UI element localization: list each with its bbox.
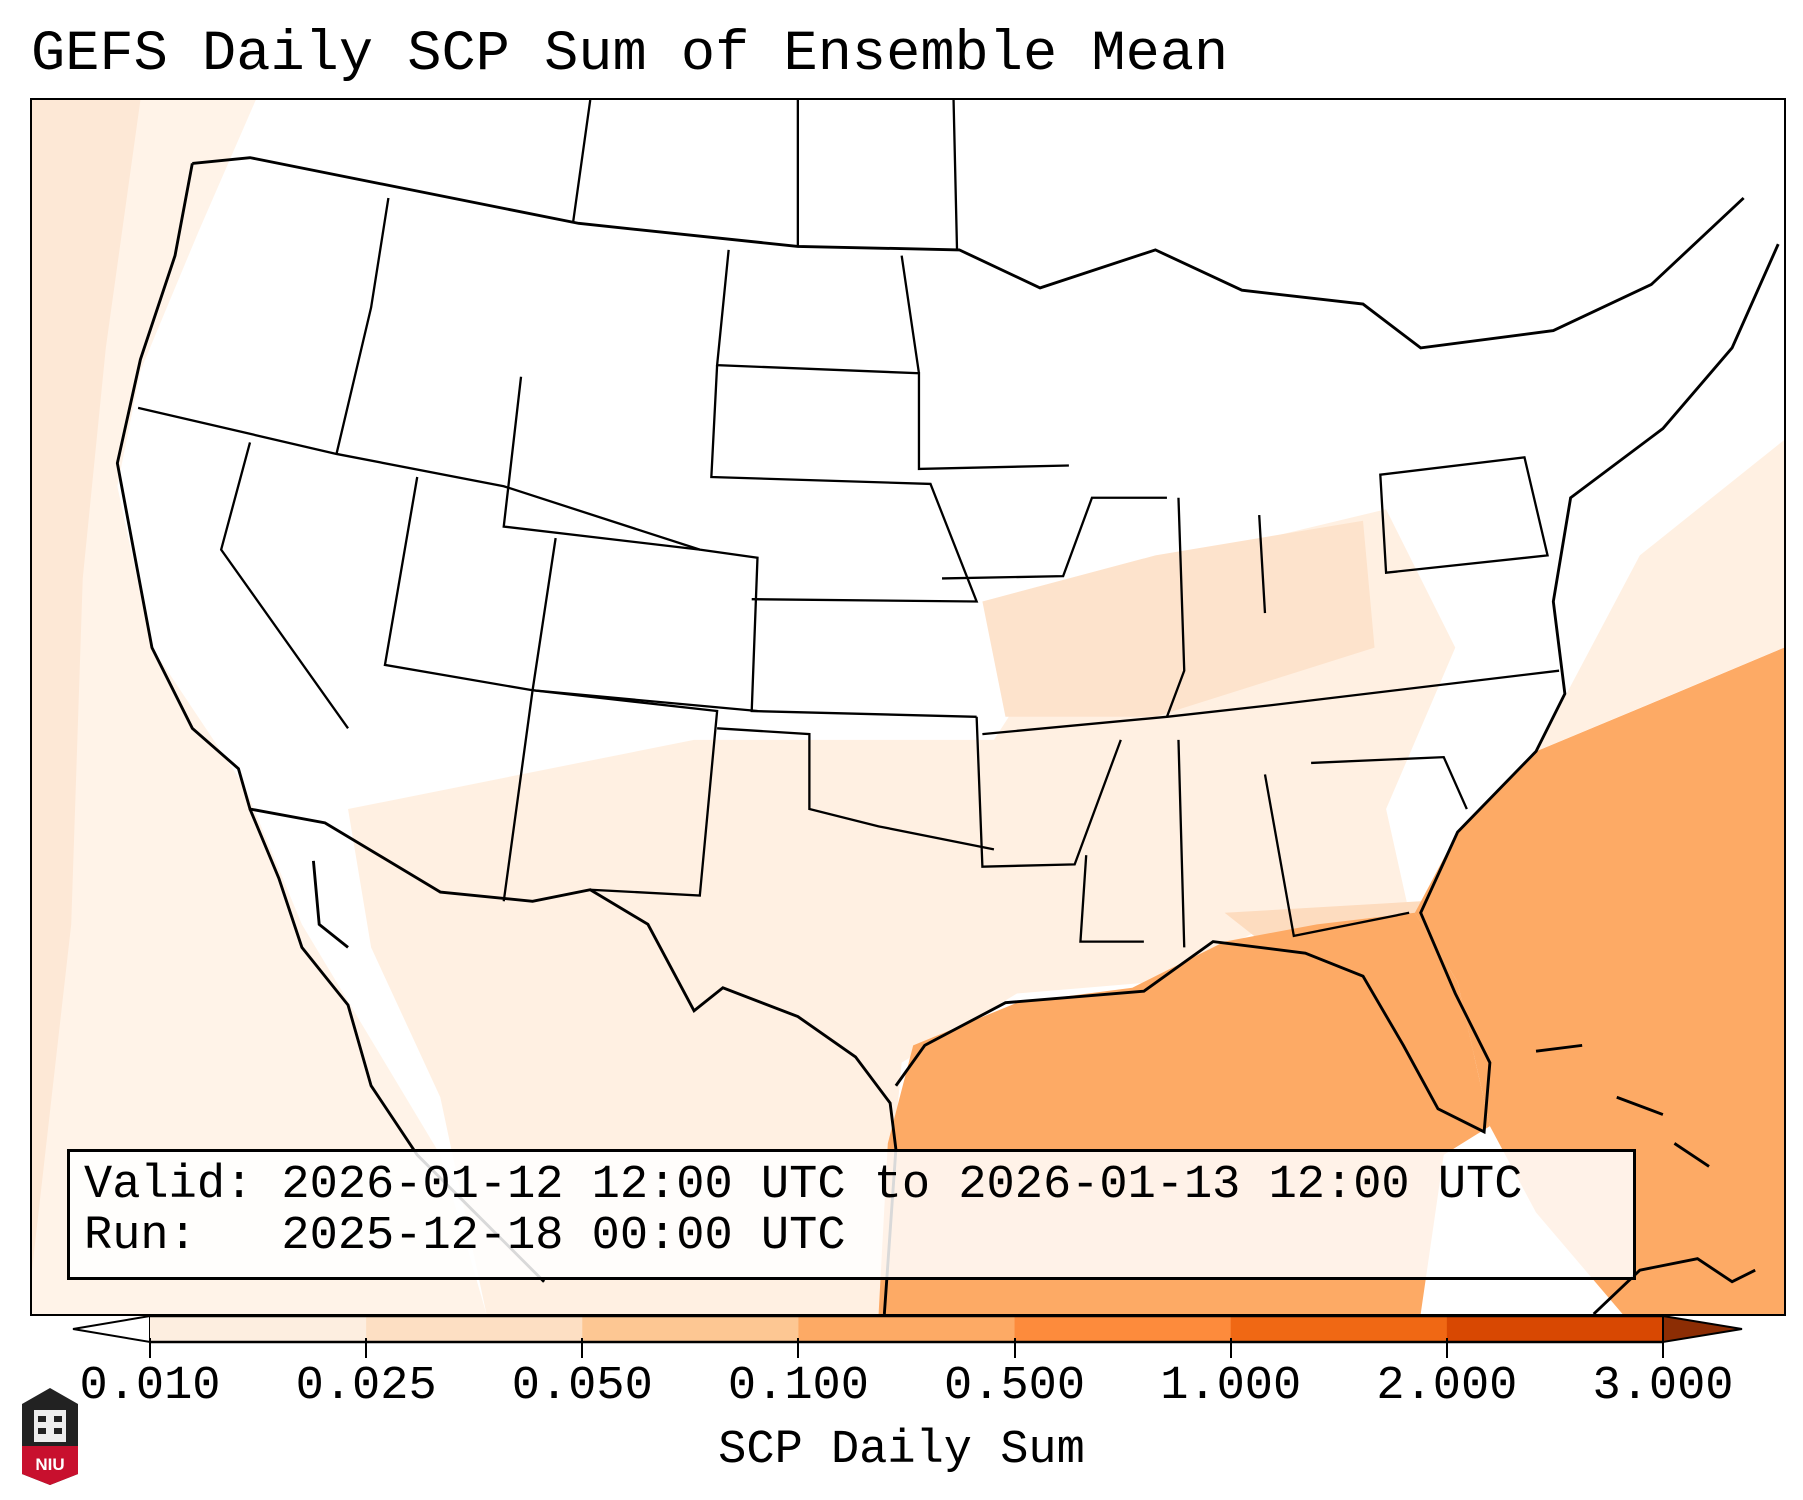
- colorbar-segment: [1014, 1316, 1232, 1342]
- colorbar-tick-label: 2.000: [1376, 1360, 1518, 1413]
- run-time-text: Run: 2025-12-18 00:00 UTC: [84, 1210, 846, 1263]
- niu-logo: NIU: [22, 1388, 78, 1485]
- colorbar-segment: [582, 1316, 799, 1342]
- colorbar-segment: [1230, 1316, 1448, 1342]
- colorbar-tick: [1229, 1338, 1232, 1358]
- central-shading: [348, 509, 1456, 1314]
- colorbar-segment: [150, 1316, 367, 1342]
- colorbar-tick: [797, 1338, 800, 1358]
- colorbar-tick-label: 0.025: [295, 1360, 437, 1413]
- pacific-edge-shading: [32, 100, 141, 1271]
- colorbar-over-triangle: [1662, 1314, 1743, 1344]
- pacific-shading: [32, 100, 487, 1314]
- atlantic-high-scp-region: [1414, 647, 1784, 1314]
- colorbar-tick-label: 0.500: [944, 1360, 1086, 1413]
- map-canvas: [32, 100, 1784, 1314]
- colorbar-segment: [366, 1316, 583, 1342]
- colorbar: [72, 1314, 1743, 1344]
- coastlines: [115, 156, 1780, 1314]
- valid-run-info-box: Valid: 2026-01-12 12:00 UTC to 2026-01-1…: [67, 1149, 1636, 1280]
- valid-time-text: Valid: 2026-01-12 12:00 UTC to 2026-01-1…: [84, 1159, 1523, 1212]
- colorbar-segment: [798, 1316, 1016, 1342]
- state-borders: [137, 100, 1560, 948]
- colorbar-tick-label: 0.100: [727, 1360, 869, 1413]
- colorbar-tick-label: 3.000: [1592, 1360, 1734, 1413]
- colorbar-tick: [581, 1338, 584, 1358]
- colorbar-label: SCP Daily Sum: [718, 1424, 1085, 1477]
- svg-text:NIU: NIU: [35, 1455, 64, 1474]
- colorbar-tick: [149, 1338, 151, 1358]
- colorbar-tick: [1445, 1338, 1448, 1358]
- colorbar-segment: [1446, 1316, 1664, 1342]
- colorbar-under-triangle: [72, 1314, 151, 1344]
- colorbar-tick: [365, 1338, 368, 1358]
- colorbar-tick-label: 0.050: [511, 1360, 653, 1413]
- ohio-valley-shading: [982, 520, 1375, 717]
- colorbar-tick-label: 0.010: [79, 1360, 221, 1413]
- map-panel: [30, 98, 1786, 1316]
- colorbar-tick: [1013, 1338, 1016, 1358]
- colorbar-tick: [1662, 1338, 1664, 1358]
- colorbar-tick-label: 1.000: [1160, 1360, 1302, 1413]
- colorbar-outline: [150, 1314, 1663, 1344]
- chart-title: GEFS Daily SCP Sum of Ensemble Mean: [31, 23, 1229, 87]
